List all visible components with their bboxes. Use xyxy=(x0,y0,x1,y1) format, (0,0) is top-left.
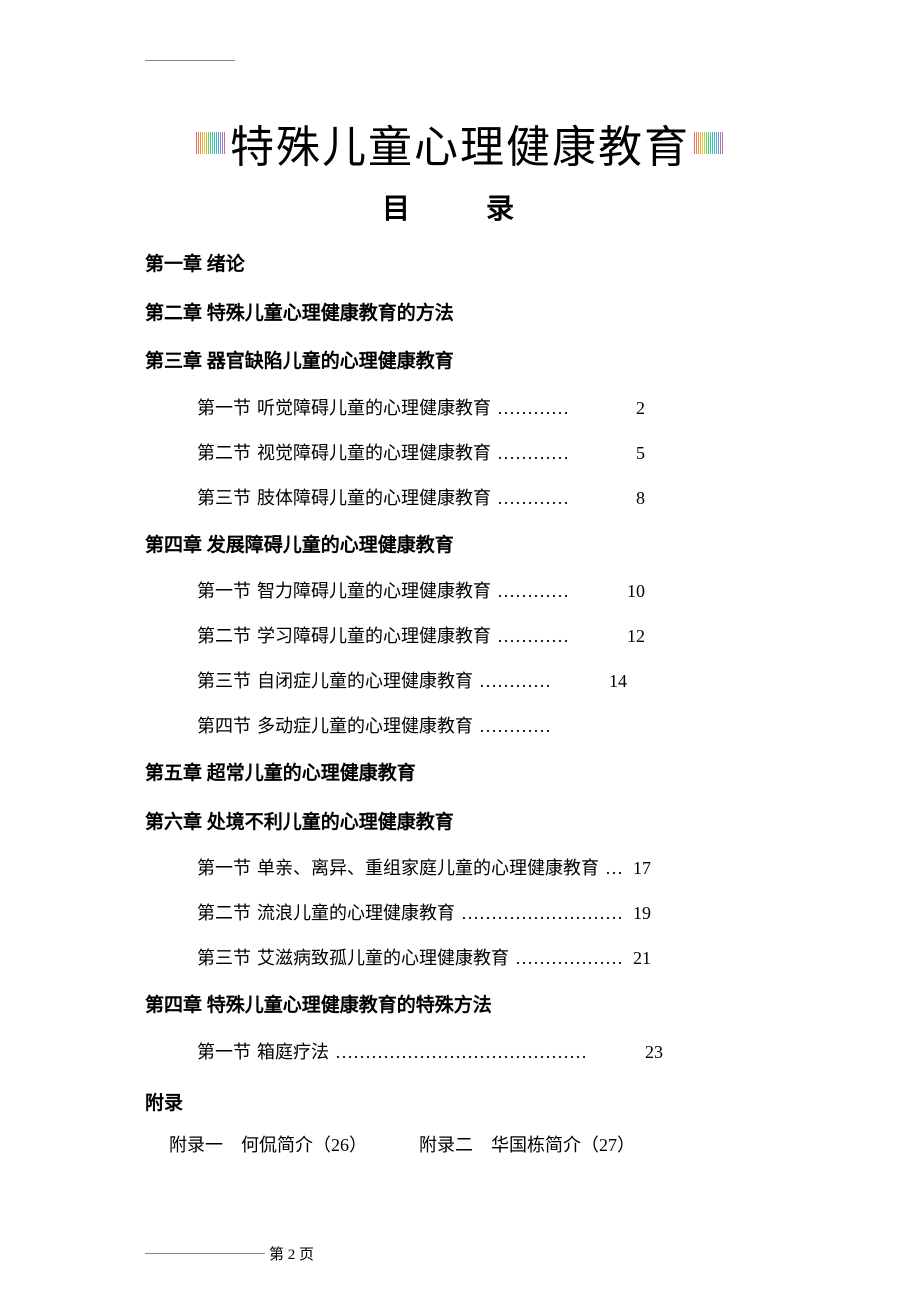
appendix-title-text: 何侃简介（26） xyxy=(241,1135,367,1155)
section-label: 第四节 xyxy=(197,713,251,740)
leader-dots: …………………………………… xyxy=(335,1039,587,1066)
section-page-number: 8 xyxy=(617,485,645,512)
top-rule-line xyxy=(145,60,235,61)
toc-container: 第一章 绪论第二章 特殊儿童心理健康教育的方法第三章 器官缺陷儿童的心理健康教育… xyxy=(145,251,775,1066)
section-title: 学习障碍儿童的心理健康教育 xyxy=(257,623,491,650)
section-label: 第一节 xyxy=(197,395,251,422)
section-label: 第二节 xyxy=(197,440,251,467)
chapter-heading: 第六章 处境不利儿童的心理健康教育 xyxy=(145,809,775,838)
leader-dots: ………… xyxy=(497,623,569,650)
leader-dots: ………… xyxy=(497,578,569,605)
section-label: 第二节 xyxy=(197,900,251,927)
section-row: 第二节视觉障碍儿童的心理健康教育………… 5 xyxy=(197,440,775,467)
appendix-row: 附录一 何侃简介（26） 附录二 华国栋简介（27） xyxy=(169,1131,775,1157)
section-page-number: 17 xyxy=(623,855,651,882)
leader-dots: ……………………… xyxy=(461,900,623,927)
section-page-number: 5 xyxy=(617,440,645,467)
section-label: 第三节 xyxy=(197,485,251,512)
chapter-heading: 第五章 超常儿童的心理健康教育 xyxy=(145,760,775,789)
section-label: 第一节 xyxy=(197,855,251,882)
section-row: 第三节肢体障碍儿童的心理健康教育………… 8 xyxy=(197,485,775,512)
section-row: 第一节单亲、离异、重组家庭儿童的心理健康教育…17 xyxy=(197,855,775,882)
leader-dots: ………… xyxy=(479,668,551,695)
footer-page-number: 第 2 页 xyxy=(269,1243,314,1264)
section-title: 自闭症儿童的心理健康教育 xyxy=(257,668,473,695)
chapter-heading: 第四章 特殊儿童心理健康教育的特殊方法 xyxy=(145,992,775,1021)
chapter-heading: 第一章 绪论 xyxy=(145,251,775,280)
section-row: 第三节自闭症儿童的心理健康教育………… 14 xyxy=(197,668,775,695)
leader-dots: ………… xyxy=(479,713,551,740)
section-page-number: 23 xyxy=(635,1039,663,1066)
chapter-heading: 第二章 特殊儿童心理健康教育的方法 xyxy=(145,300,775,329)
title-row: 特殊儿童心理健康教育 xyxy=(145,111,775,175)
appendix-item: 附录二 华国栋简介（27） xyxy=(419,1131,635,1157)
section-row: 第四节多动症儿童的心理健康教育………… xyxy=(197,713,775,740)
section-title: 智力障碍儿童的心理健康教育 xyxy=(257,578,491,605)
leader-dots: ……………… xyxy=(515,945,623,972)
section-title: 视觉障碍儿童的心理健康教育 xyxy=(257,440,491,467)
section-page-number: 2 xyxy=(617,395,645,422)
appendix-label: 附录一 xyxy=(169,1135,223,1155)
section-page-number: 10 xyxy=(617,578,645,605)
main-title: 特殊儿童心理健康教育 xyxy=(230,111,690,175)
section-row: 第一节听觉障碍儿童的心理健康教育………… 2 xyxy=(197,395,775,422)
section-label: 第二节 xyxy=(197,623,251,650)
section-page-number: 14 xyxy=(599,668,627,695)
section-page-number: 19 xyxy=(623,900,651,927)
section-title: 流浪儿童的心理健康教育 xyxy=(257,900,455,927)
section-title: 单亲、离异、重组家庭儿童的心理健康教育 xyxy=(257,855,599,882)
section-title: 箱庭疗法 xyxy=(257,1039,329,1066)
section-label: 第三节 xyxy=(197,945,251,972)
leader-dots: … xyxy=(605,855,623,882)
section-row: 第一节箱庭疗法…………………………………… 23 xyxy=(197,1039,775,1066)
section-label: 第三节 xyxy=(197,668,251,695)
section-row: 第一节智力障碍儿童的心理健康教育………… 10 xyxy=(197,578,775,605)
chapter-heading: 第三章 器官缺陷儿童的心理健康教育 xyxy=(145,348,775,377)
section-page-number: 12 xyxy=(617,623,645,650)
section-title: 多动症儿童的心理健康教育 xyxy=(257,713,473,740)
section-label: 第一节 xyxy=(197,578,251,605)
leader-dots: ………… xyxy=(497,485,569,512)
leader-dots: ………… xyxy=(497,395,569,422)
section-label: 第一节 xyxy=(197,1039,251,1066)
title-decoration-right xyxy=(694,132,724,154)
section-row: 第三节艾滋病致孤儿童的心理健康教育………………21 xyxy=(197,945,775,972)
section-row: 第二节流浪儿童的心理健康教育………………………19 xyxy=(197,900,775,927)
section-page-number: 21 xyxy=(623,945,651,972)
section-title: 肢体障碍儿童的心理健康教育 xyxy=(257,485,491,512)
footer-rule-line xyxy=(145,1253,265,1254)
subtitle-toc: 目 录 xyxy=(145,187,775,227)
appendix-heading: 附录 xyxy=(145,1088,775,1115)
section-row: 第二节学习障碍儿童的心理健康教育………… 12 xyxy=(197,623,775,650)
leader-dots: ………… xyxy=(497,440,569,467)
appendix-title-text: 华国栋简介（27） xyxy=(491,1135,635,1155)
appendix-label: 附录二 xyxy=(419,1135,473,1155)
chapter-heading: 第四章 发展障碍儿童的心理健康教育 xyxy=(145,532,775,561)
section-title: 艾滋病致孤儿童的心理健康教育 xyxy=(257,945,509,972)
section-title: 听觉障碍儿童的心理健康教育 xyxy=(257,395,491,422)
page-footer: 第 2 页 xyxy=(145,1243,314,1264)
appendix-item: 附录一 何侃简介（26） xyxy=(169,1131,367,1157)
title-decoration-left xyxy=(196,132,226,154)
